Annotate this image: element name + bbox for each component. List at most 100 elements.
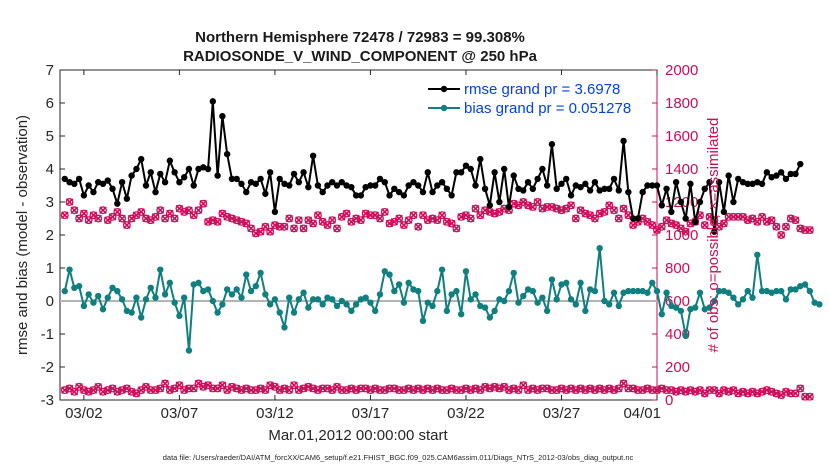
bias-point: [252, 282, 260, 290]
bias-point: [171, 299, 178, 306]
bias-point: [543, 307, 551, 315]
bias-point: [577, 279, 584, 287]
right-tick-label: 2000: [665, 62, 698, 79]
rmse-point: [147, 169, 154, 176]
bias-point: [271, 296, 279, 303]
bias-point: [429, 302, 436, 310]
rmse-point: [271, 208, 279, 216]
obs-possible-point-cross: [414, 222, 422, 231]
obs-possible-point-circle: [299, 224, 308, 233]
obs-possible-point-circle: [122, 221, 131, 230]
rmse-point: [214, 172, 221, 179]
bias-point: [773, 287, 780, 295]
bias-point: [109, 284, 116, 291]
rmse-point: [653, 182, 661, 189]
rmse-point: [305, 183, 312, 191]
left-tick-label: 7: [46, 62, 54, 79]
bias-point: [692, 304, 699, 311]
rmse-point: [591, 179, 599, 186]
obs-assimilated-point-circle: [452, 386, 461, 395]
rmse-point: [419, 188, 427, 196]
obs-possible-point-circle: [657, 222, 666, 231]
rmse-point: [457, 169, 465, 176]
obs-possible-point-cross: [376, 214, 384, 223]
plot-area: [59, 69, 658, 401]
bias-point: [214, 309, 221, 316]
obs-possible-point-circle: [476, 211, 485, 220]
rmse-point: [137, 155, 145, 163]
bias-point: [295, 296, 302, 303]
obs-assimilated-point-circle: [805, 392, 814, 401]
left-tick-label: 0: [46, 293, 54, 310]
rmse-point: [133, 165, 140, 173]
obs-possible-point-cross: [619, 204, 628, 213]
obs-assimilated-point-circle: [290, 381, 298, 390]
obs-possible-point-circle: [734, 212, 743, 221]
obs-assimilated-point-circle: [395, 386, 404, 395]
bias-point: [754, 251, 761, 258]
bias-point: [510, 269, 517, 277]
obs-possible-point-cross: [151, 213, 160, 221]
bias-point: [563, 279, 570, 287]
bias-point: [309, 296, 317, 303]
bias-point: [443, 307, 451, 315]
legend-rmse-marker: [440, 85, 448, 93]
right-tick-label: 1400: [665, 161, 698, 178]
obs-possible-point-circle: [170, 214, 179, 223]
obs-possible-point-cross: [80, 209, 88, 218]
rmse-point: [505, 203, 513, 211]
rmse-point: [477, 155, 484, 163]
bias-point: [658, 311, 665, 318]
bias-point: [118, 296, 126, 303]
obs-possible-point-cross: [572, 214, 580, 223]
bias-point: [782, 296, 790, 303]
obs-assimilated-point-circle: [438, 386, 447, 395]
rmse-point: [496, 198, 503, 206]
rmse-point: [286, 182, 293, 189]
bias-point: [319, 301, 326, 308]
x-tick-label: 04/01: [623, 405, 661, 422]
rmse-point: [558, 180, 565, 188]
bias-point: [520, 292, 527, 300]
x-tick-label: 03/22: [447, 405, 485, 422]
bias-point: [730, 294, 737, 301]
obs-possible-point-cross: [314, 211, 322, 219]
bias-point: [195, 279, 202, 287]
legend-rmse-label: rmse grand pr = 3.6978: [464, 81, 620, 98]
left-tick-label: 3: [46, 194, 54, 211]
obs-assimilated-point-circle: [208, 384, 217, 393]
rmse-point: [295, 179, 302, 186]
obs-possible-point-circle: [366, 211, 375, 220]
obs-possible-point-circle: [151, 212, 160, 221]
bias-point: [572, 301, 580, 308]
obs-assimilated-point-circle: [801, 392, 810, 401]
left-tick-label: -3: [41, 392, 54, 409]
rmse-point: [682, 215, 689, 222]
rmse-point: [543, 182, 551, 189]
y-axis-label-left: rmse and bias (model - observation): [14, 115, 31, 355]
legend-bias-label: bias grand pr = 0.051278: [464, 100, 631, 117]
rmse-point: [792, 170, 799, 178]
rmse-point: [109, 185, 116, 192]
rmse-point: [524, 179, 532, 186]
obs-assimilated-point-circle: [624, 384, 633, 393]
obs-assimilated-point-circle: [70, 387, 79, 396]
left-y-axis: -3 -2 -1 0 1 2 3 4 5 6 7: [41, 62, 65, 409]
bias-point: [434, 287, 441, 295]
rmse-point: [176, 179, 183, 186]
bias-point: [481, 304, 489, 311]
rmse-point: [290, 170, 298, 178]
series-bias: [61, 245, 823, 354]
obs-possible-point-cross: [118, 214, 126, 223]
bias-point: [801, 281, 809, 288]
rmse-point: [491, 169, 498, 176]
obs-assimilated-point-circle: [376, 386, 384, 395]
rmse-point: [453, 169, 460, 176]
bias-point: [653, 287, 661, 295]
obs-possible-point-circle: [543, 202, 552, 211]
rmse-point: [429, 188, 436, 196]
bias-point: [305, 304, 312, 311]
bias-point: [649, 279, 656, 287]
bias-point: [534, 299, 541, 306]
